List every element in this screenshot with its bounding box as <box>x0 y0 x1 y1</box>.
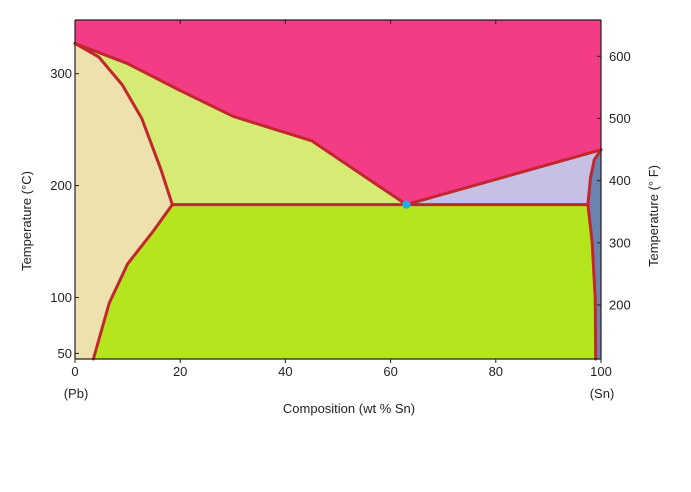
tick-marks <box>74 20 602 363</box>
x-tick-label-100: 100 <box>590 364 612 379</box>
y-axis-title-left: Temperature (°C) <box>19 171 34 271</box>
eutectic-point-marker <box>402 200 411 209</box>
plot-frame <box>74 19 602 360</box>
boundary-solvus-beta <box>586 203 598 361</box>
y-tick-label-fahrenheit-400: 400 <box>609 173 631 188</box>
x-tick-label-20: 20 <box>173 364 187 379</box>
boundary-liquidus-left <box>73 42 408 207</box>
y-tick-label-celsius-200: 200 <box>50 178 72 193</box>
x-tick-label-60: 60 <box>383 364 397 379</box>
phase-boundaries <box>73 42 603 361</box>
boundary-solvus-alpha <box>91 203 174 361</box>
boundary-liquidus-right <box>404 148 603 207</box>
region-alpha-plus-beta <box>92 204 597 360</box>
x-tick-label-80: 80 <box>489 364 503 379</box>
boundary-solidus-beta <box>586 148 603 207</box>
tick-labels: 0 20 40 60 80 100 50 100 200 300 200 300 400 500 600 <box>50 49 630 379</box>
x-axis-title: Composition (wt % Sn) <box>283 401 415 416</box>
right-endpoint-label: (Sn) <box>590 386 615 401</box>
eutectic-marker-layer <box>402 200 411 209</box>
y-tick-label-fahrenheit-300: 300 <box>609 235 631 250</box>
left-endpoint-label: (Pb) <box>64 386 89 401</box>
y-tick-label-fahrenheit-500: 500 <box>609 111 631 126</box>
phase-regions <box>74 19 602 360</box>
y-tick-label-celsius-300: 300 <box>50 66 72 81</box>
y-tick-label-fahrenheit-200: 200 <box>609 297 631 312</box>
x-tick-label-0: 0 <box>71 364 78 379</box>
y-axis-title-right: Temperature (° F) <box>646 165 661 267</box>
boundary-solidus-alpha <box>73 42 174 207</box>
x-tick-label-40: 40 <box>278 364 292 379</box>
y-tick-label-celsius-50: 50 <box>58 346 72 361</box>
y-tick-label-fahrenheit-600: 600 <box>609 49 631 64</box>
y-tick-label-celsius-100: 100 <box>50 290 72 305</box>
